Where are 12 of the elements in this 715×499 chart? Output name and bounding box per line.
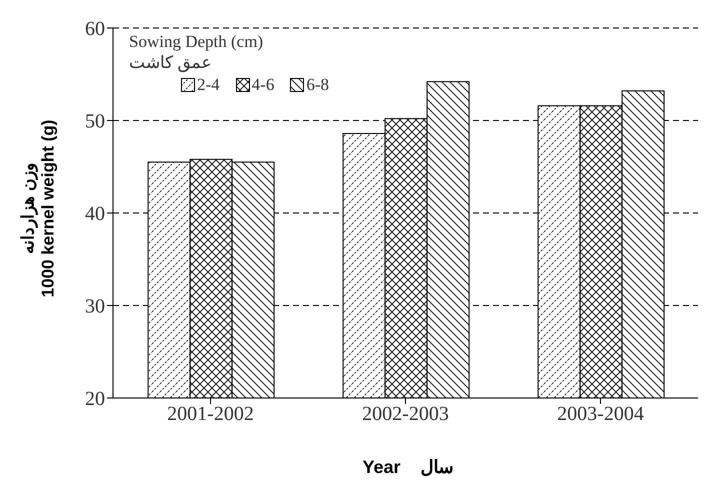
- y-tick-label: 20: [85, 388, 105, 410]
- y-tick-label: 50: [85, 110, 105, 133]
- x-tick-label: 2003-2004: [557, 403, 644, 426]
- y-tick-label: 40: [85, 203, 105, 226]
- legend-label: 4-6: [250, 75, 274, 95]
- y-tick-label: 60: [85, 18, 105, 40]
- x-tick-label: 2002-2003: [362, 403, 449, 426]
- x-tick-label: 2001-2002: [167, 403, 254, 426]
- legend-label: 6-8: [305, 75, 329, 95]
- legend-label: 2-4: [196, 75, 220, 95]
- x-axis-title: Year سال: [361, 456, 455, 478]
- y-tick-label: 30: [85, 296, 105, 318]
